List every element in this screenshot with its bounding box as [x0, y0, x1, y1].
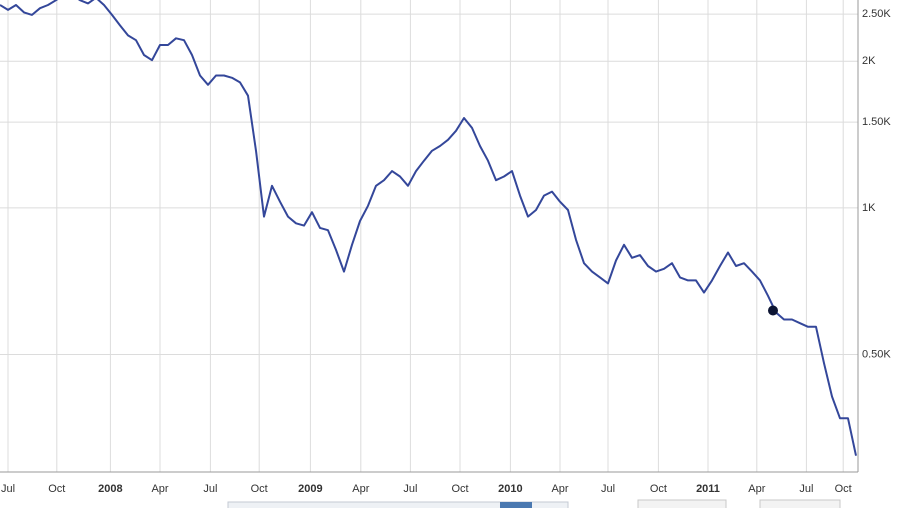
x-tick-label: 2008	[98, 483, 122, 495]
x-tick-label: 2011	[696, 483, 720, 495]
x-tick-label: Oct	[451, 483, 468, 495]
price-line	[0, 0, 857, 456]
x-tick-label: Apr	[151, 483, 168, 495]
y-tick-label: 1.50K	[862, 116, 891, 128]
x-tick-label: Jul	[1, 483, 15, 495]
y-tick-label: 1K	[862, 202, 876, 214]
grid	[0, 0, 858, 472]
x-tick-label: Oct	[251, 483, 268, 495]
x-tick-label: Jul	[601, 483, 615, 495]
x-tick-label: 2009	[298, 483, 322, 495]
x-tick-label: Jul	[799, 483, 813, 495]
x-tick-label: Oct	[48, 483, 65, 495]
button[interactable]	[759, 499, 841, 511]
hover-point	[768, 305, 778, 316]
x-tick-label: Oct	[650, 483, 667, 495]
plot	[0, 0, 857, 456]
range-buttons	[227, 499, 841, 511]
y-tick-label: 2.50K	[862, 8, 891, 20]
y-tick-label: 2K	[862, 55, 876, 67]
x-tick-label: Jul	[403, 483, 417, 495]
x-tick-label: 2010	[498, 483, 522, 495]
x-tick-label: Jul	[203, 483, 217, 495]
x-tick-label: Apr	[551, 483, 568, 495]
x-tick-label: Apr	[352, 483, 369, 495]
x-tick-label: Apr	[748, 483, 765, 495]
button[interactable]	[637, 499, 727, 511]
range-button-active[interactable]	[500, 502, 532, 510]
y-tick-label: 0.50K	[862, 348, 891, 360]
x-tick-label: Oct	[835, 483, 852, 495]
